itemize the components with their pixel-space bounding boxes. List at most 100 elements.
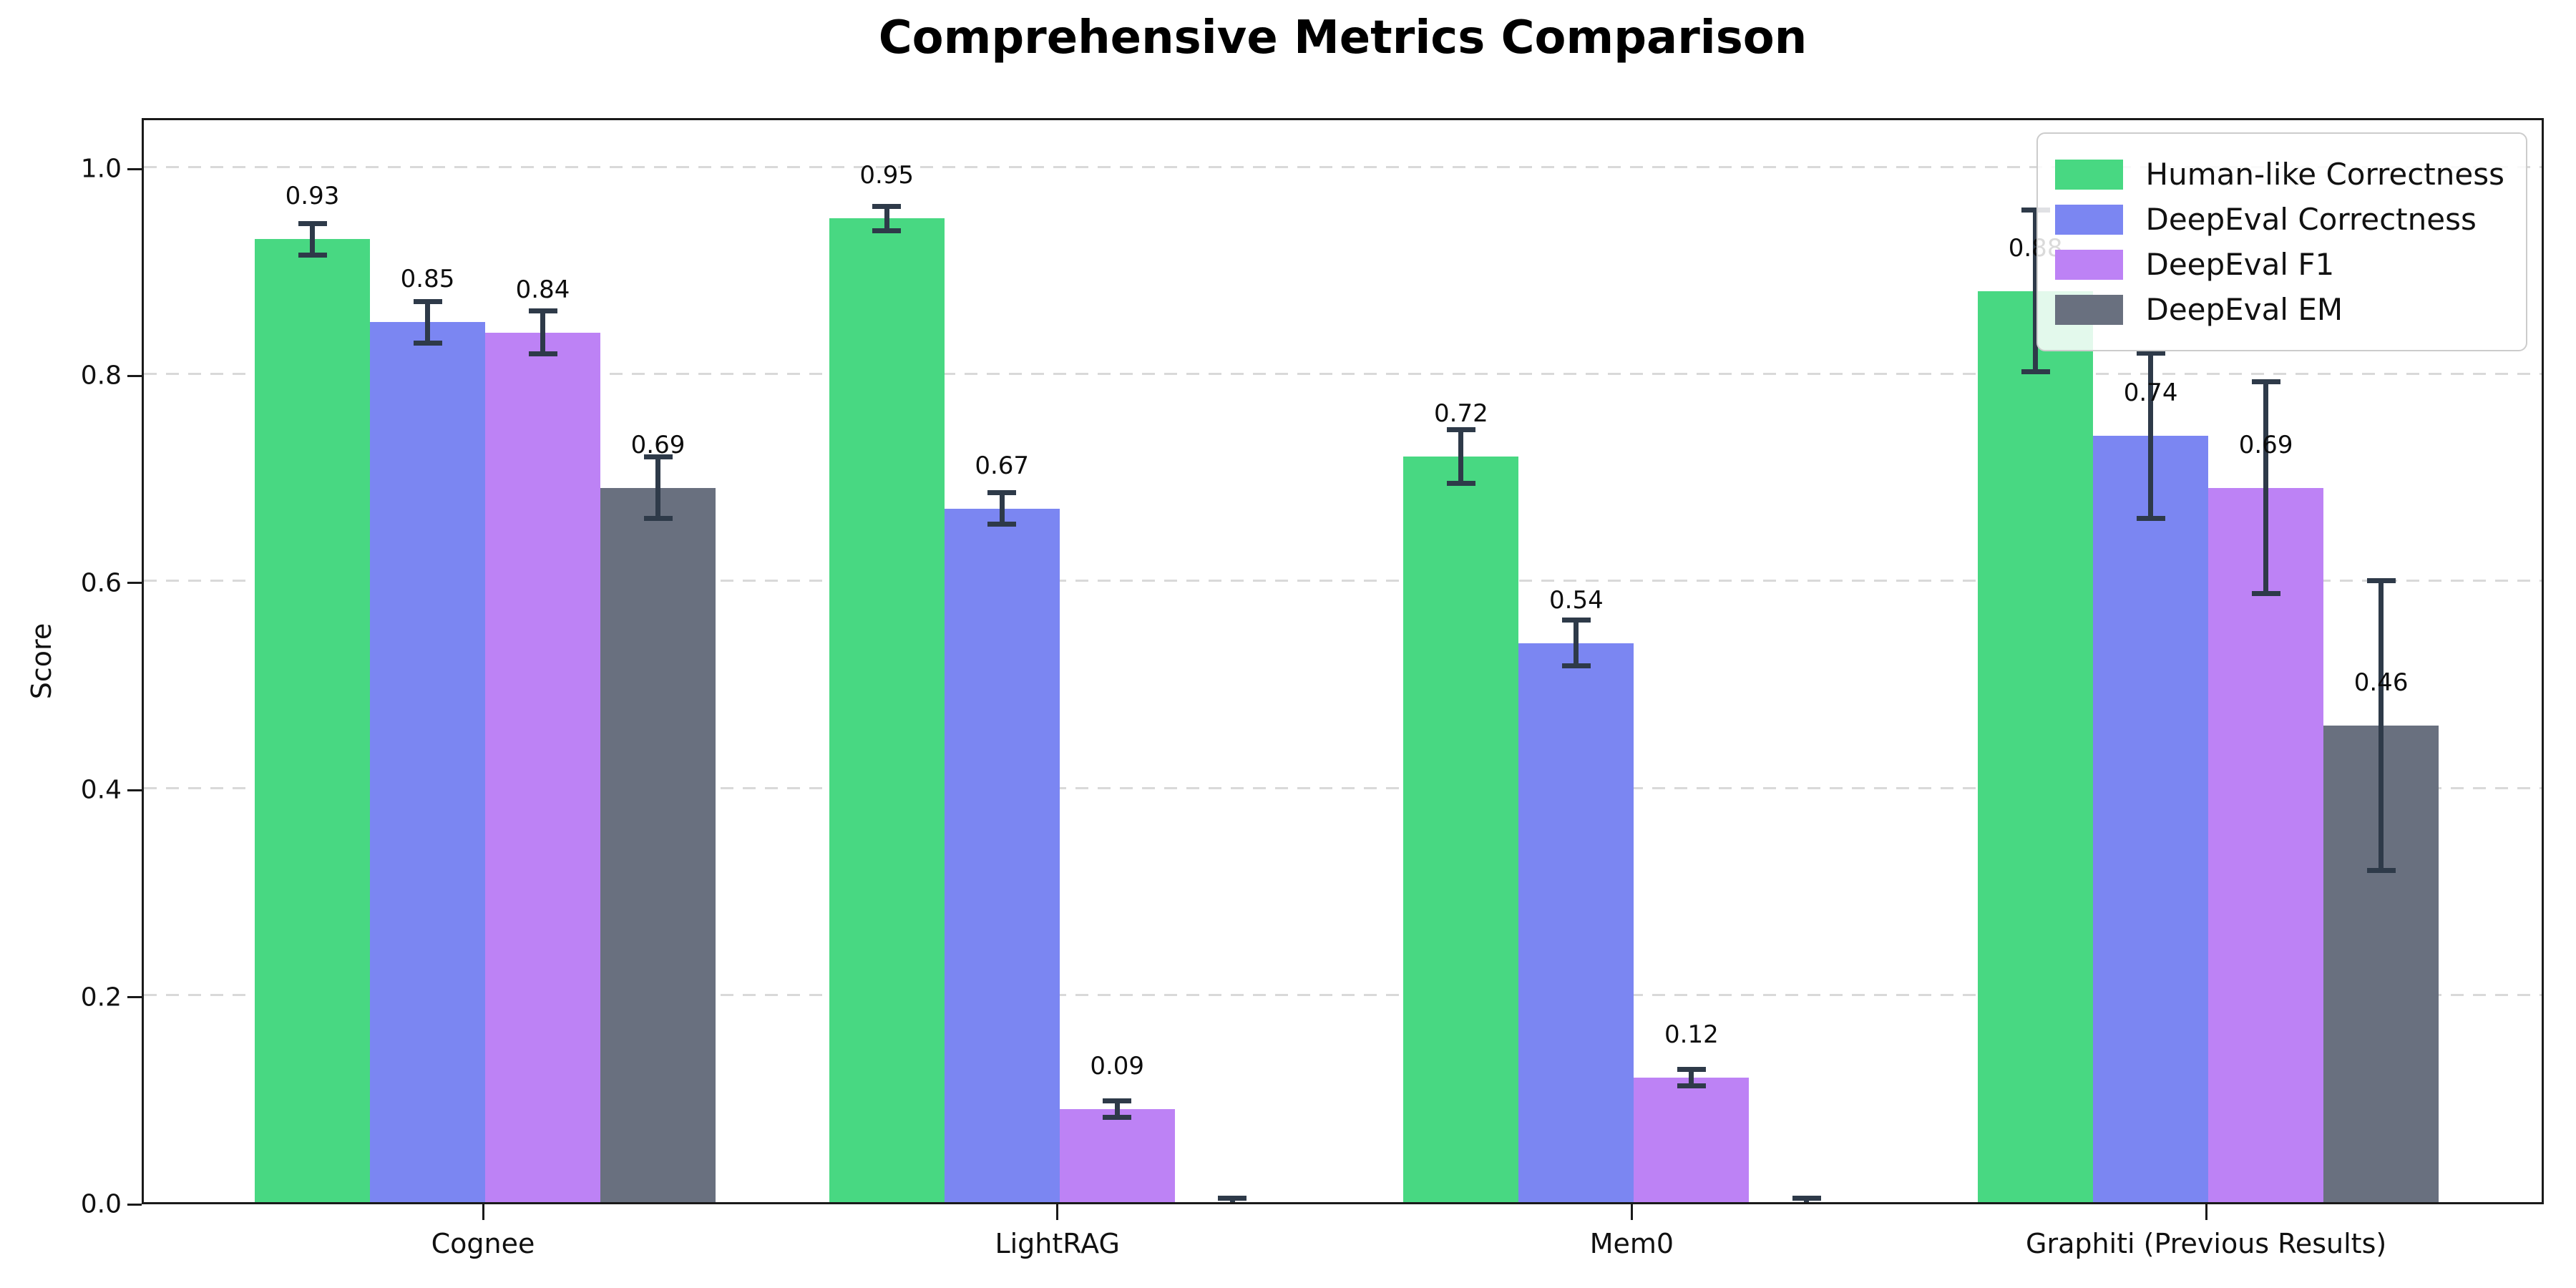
error-bar-cap [528,351,557,357]
bar [1059,1108,1175,1202]
error-bar [884,206,889,231]
x-tick-mark [2205,1204,2207,1220]
y-tick-label: 0.0 [80,1189,122,1219]
legend-item: DeepEval EM [2054,292,2505,327]
legend-label: Human-like Correctness [2145,157,2505,192]
error-bar-cap [643,454,673,459]
error-bar [1458,429,1464,484]
error-bar-cap [1677,1083,1706,1089]
bar [255,239,370,1202]
legend-label: DeepEval Correctness [2145,202,2477,237]
bar [1634,1078,1750,1202]
legend-swatch [2054,294,2123,325]
gridline [144,994,2542,997]
error-bar [310,223,315,255]
error-bar-cap [1561,618,1591,623]
y-tick-mark [127,374,142,377]
bar-value-label: 0.93 [285,182,340,211]
legend-label: DeepEval F1 [2145,247,2335,282]
error-bar-cap [1561,663,1591,668]
error-bar-cap [987,521,1017,527]
error-bar-cap [872,203,902,209]
error-bar-cap [298,252,327,258]
bar [1403,457,1519,1202]
error-bar-cap [1103,1114,1132,1120]
error-bar-cap [1218,1195,1247,1201]
bar-value-label: 0.85 [400,265,455,294]
legend-swatch [2054,159,2123,190]
error-bar [1689,1069,1694,1086]
error-bar-cap [2136,516,2165,522]
error-bar-cap [1446,481,1475,487]
error-bar [2379,580,2384,871]
error-bar-cap [872,228,902,234]
error-bar-cap [2021,369,2050,375]
bar [485,332,600,1202]
error-bar-cap [2136,350,2165,356]
chart-title: Comprehensive Metrics Comparison [878,11,1807,64]
legend-label: DeepEval EM [2145,292,2343,327]
error-bar [2263,381,2269,594]
error-bar-cap [528,308,557,313]
error-bar-cap [643,516,673,522]
y-tick-label: 0.2 [80,982,122,1013]
error-bar-cap [1446,427,1475,433]
legend-item: DeepEval F1 [2054,247,2505,282]
gridline [144,372,2542,375]
error-bar-cap [2366,868,2396,874]
y-tick-mark [127,582,142,585]
plot-area: 0.93 0.85 0.84 0.69 0.95 0.67 0.09 0.72 0.54 0.12… [142,118,2544,1204]
error-bar-cap [1677,1067,1706,1073]
error-bar [1114,1101,1120,1118]
gridline [144,580,2542,582]
error-bar-cap [987,490,1017,496]
error-bar-cap [2021,208,2050,213]
error-bar [1574,620,1579,666]
error-bar [540,311,545,354]
x-tick-label: Cognee [431,1228,535,1259]
y-tick-label: 1.0 [80,154,122,184]
y-tick-mark [127,1203,142,1206]
y-tick-mark [127,789,142,791]
error-bar [655,457,660,519]
bar-value-label: 0.69 [2238,430,2293,459]
y-tick-mark [127,996,142,999]
error-bar-cap [2251,590,2280,596]
x-tick-mark [1056,1204,1059,1220]
bar [944,508,1060,1202]
bar [2208,487,2324,1202]
error-bar [425,301,430,343]
x-tick-mark [1630,1204,1633,1220]
x-tick-label: Graphiti (Previous Results) [2026,1228,2387,1259]
x-tick-mark [482,1204,484,1220]
bar-value-label: 0.09 [1090,1051,1145,1080]
legend-swatch [2054,249,2123,280]
bar-value-label: 0.12 [1664,1020,1719,1050]
legend-item: Human-like Correctness [2054,157,2505,192]
error-bar [999,492,1005,525]
bar-value-label: 0.67 [975,451,1030,480]
bar [370,322,485,1202]
bar-value-label: 0.72 [1434,399,1488,429]
error-bar-cap [2251,379,2280,385]
error-bar-cap [2366,578,2396,584]
y-tick-label: 0.8 [80,361,122,391]
y-tick-mark [127,167,142,170]
error-bar-cap [413,298,442,304]
bar [829,218,945,1202]
bar-value-label: 0.84 [515,275,570,304]
bar-value-label: 0.54 [1549,585,1604,615]
legend-swatch [2054,204,2123,235]
bar-value-label: 0.46 [2353,668,2409,698]
error-bar-cap [1103,1098,1132,1103]
x-tick-label: LightRAG [995,1228,1120,1259]
legend: Human-like Correctness DeepEval Correctne… [2036,132,2527,351]
y-tick-label: 0.4 [80,775,122,805]
gridline [144,786,2542,789]
error-bar [2148,353,2154,519]
bar [1978,291,2094,1202]
y-tick-label: 0.6 [80,568,122,598]
legend-item: DeepEval Correctness [2054,202,2505,237]
error-bar-cap [413,340,442,346]
x-tick-label: Mem0 [1589,1228,1674,1259]
